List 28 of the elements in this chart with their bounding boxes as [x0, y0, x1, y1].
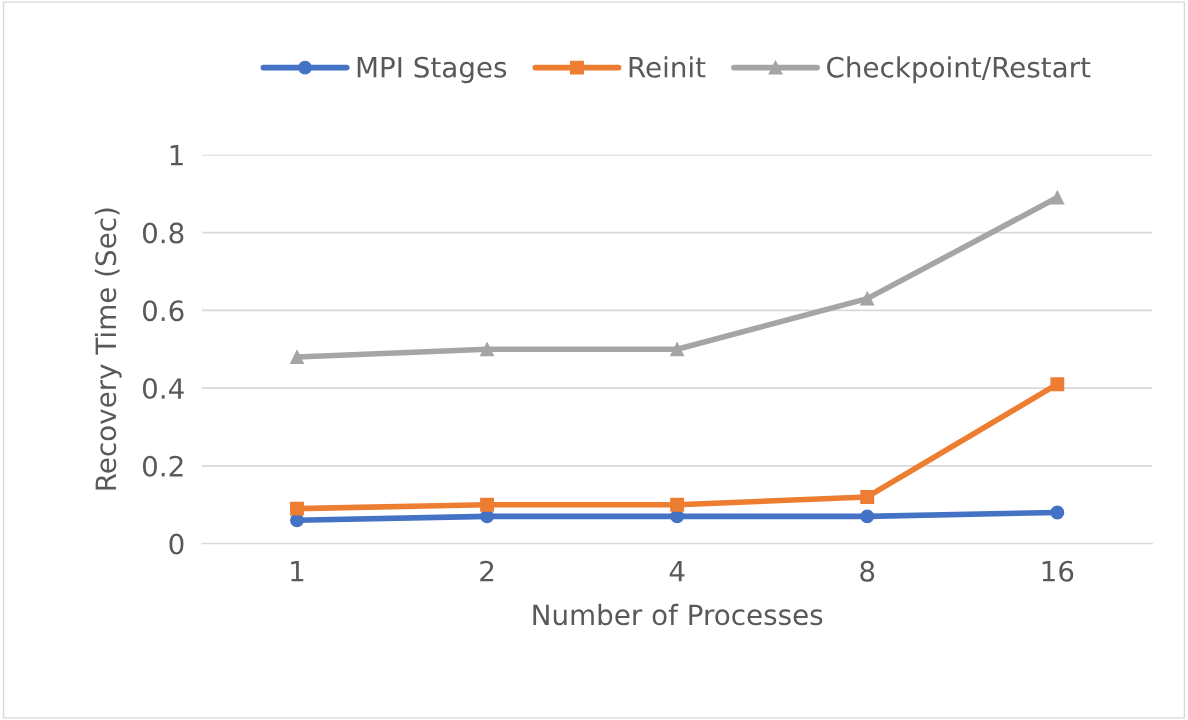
- point: [480, 342, 495, 357]
- y-tick-label: 1: [170, 145, 183, 166]
- y-tick-label: 0.2: [142, 455, 183, 477]
- x-tick-label: 1: [291, 561, 304, 582]
- x-tick-label: 4: [669, 561, 685, 582]
- point: [670, 342, 685, 357]
- y-axis-title: Recovery Time (Sec): [94, 208, 122, 490]
- legend-label: Reinit: [629, 56, 706, 78]
- legend-label: MPI Stages: [357, 56, 507, 84]
- x-tick-label: 8: [860, 560, 875, 582]
- y-tick-label: 0.8: [142, 222, 184, 244]
- y-tick-label: 0.6: [142, 300, 184, 322]
- point: [1050, 505, 1065, 520]
- point: [290, 350, 304, 364]
- y-tick-label: 0.4: [142, 378, 184, 400]
- point: [290, 501, 304, 516]
- x-axis-title: Number of Processes: [533, 603, 823, 626]
- legend-label: Checkpoint/Restart: [827, 56, 1091, 84]
- point: [670, 497, 685, 512]
- point: [480, 497, 495, 512]
- point: [1050, 377, 1065, 392]
- point: [860, 489, 875, 504]
- point: [860, 509, 875, 524]
- y-tick-label: 0: [169, 533, 184, 555]
- x-tick-label: 16: [1042, 560, 1074, 582]
- point: [1050, 190, 1065, 205]
- x-tick-label: 2: [480, 560, 494, 582]
- point: [860, 291, 875, 306]
